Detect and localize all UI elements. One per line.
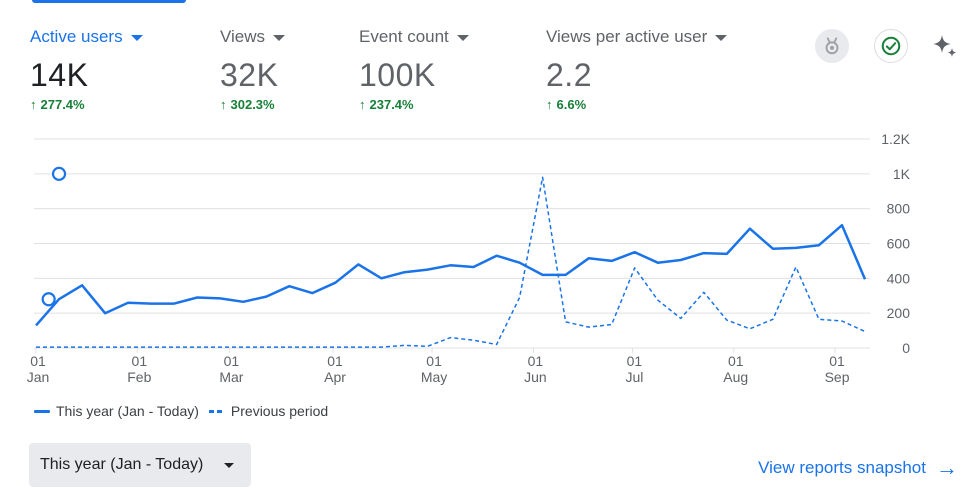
arrow-up-icon: ↑: [359, 97, 366, 112]
period-select[interactable]: This year (Jan - Today): [29, 443, 251, 487]
x-tick-month: Sep: [825, 369, 850, 385]
metric-label: Views per active user: [546, 27, 708, 46]
metric-value: 100K: [359, 57, 436, 93]
x-tick-day: 01: [30, 353, 46, 369]
x-tick-day: 01: [627, 353, 643, 369]
active-metric-indicator: [32, 0, 186, 3]
x-tick-day: 01: [528, 353, 544, 369]
metric-views[interactable]: Views 32K ↑ 302.3%: [220, 26, 286, 112]
annotation-marker[interactable]: [41, 292, 56, 307]
sparkle-icon[interactable]: [928, 29, 962, 63]
x-tick-day: 01: [426, 353, 442, 369]
x-tick-month: May: [421, 369, 447, 385]
legend-item-previous[interactable]: Previous period: [208, 403, 329, 419]
x-tick-month: Jan: [27, 369, 50, 385]
metric-label: Event count: [359, 27, 449, 46]
medal-icon[interactable]: [815, 29, 849, 63]
x-tick-day: 01: [327, 353, 343, 369]
annotation-marker[interactable]: [51, 166, 67, 181]
metric-change: 302.3%: [230, 97, 275, 112]
chart-legend: This year (Jan - Today) Previous period: [34, 403, 338, 419]
arrow-up-icon: ↑: [546, 97, 553, 112]
y-tick-label: 600: [887, 236, 911, 252]
metric-change: 6.6%: [556, 97, 587, 112]
dropdown-caret-icon[interactable]: [715, 35, 728, 41]
metric-change: 277.4%: [40, 97, 85, 112]
x-tick-day: 01: [132, 353, 148, 369]
x-tick-month: Jul: [625, 369, 643, 385]
arrow-up-icon: ↑: [220, 97, 227, 112]
x-tick-day: 01: [728, 353, 744, 369]
dropdown-caret-icon[interactable]: [273, 35, 286, 41]
legend-label: This year (Jan - Today): [56, 403, 199, 419]
y-tick-label: 800: [887, 201, 911, 217]
metric-active-users[interactable]: Active users 14K ↑ 277.4%: [30, 26, 143, 112]
x-tick-day: 01: [829, 353, 845, 369]
x-tick-month: Feb: [127, 369, 151, 385]
y-tick-label: 1K: [893, 166, 911, 182]
x-tick-day: 01: [224, 353, 240, 369]
metric-event-count[interactable]: Event count 100K ↑ 237.4%: [359, 26, 469, 112]
metric-label: Active users: [30, 27, 123, 46]
series-line-this-year: [35, 223, 867, 327]
metric-value: 32K: [220, 57, 279, 93]
check-circle-icon[interactable]: [874, 29, 908, 63]
snapshot-link-label: View reports snapshot: [758, 458, 926, 477]
metric-label: Views: [220, 27, 266, 46]
metric-value: 2.2: [546, 57, 592, 93]
x-tick-month: Aug: [723, 369, 748, 385]
dropdown-caret-icon[interactable]: [130, 35, 143, 41]
period-select-label: This year (Jan - Today): [40, 456, 204, 473]
y-tick-label: 200: [887, 305, 911, 321]
view-reports-snapshot-link[interactable]: View reports snapshot →: [758, 455, 958, 481]
metric-change: 237.4%: [369, 97, 414, 112]
metric-value: 14K: [30, 57, 89, 93]
arrow-right-icon: →: [936, 455, 958, 480]
x-tick-month: Jun: [524, 369, 547, 385]
x-tick-month: Mar: [219, 369, 243, 385]
dropdown-caret-icon[interactable]: [456, 35, 469, 41]
legend-item-this-year[interactable]: This year (Jan - Today): [34, 403, 199, 419]
chevron-down-icon: [224, 463, 234, 468]
legend-label: Previous period: [230, 403, 329, 419]
dashed-line-swatch: [208, 409, 225, 413]
series-line-previous-period: [36, 176, 866, 348]
y-tick-label: 0: [902, 340, 910, 356]
y-tick-label: 1.2K: [881, 131, 910, 147]
metric-views-per-active-user[interactable]: Views per active user 2.2 ↑ 6.6%: [546, 26, 728, 112]
y-tick-label: 400: [887, 270, 911, 286]
x-tick-month: Apr: [324, 369, 346, 385]
solid-line-swatch: [34, 409, 50, 413]
arrow-up-icon: ↑: [30, 97, 37, 112]
